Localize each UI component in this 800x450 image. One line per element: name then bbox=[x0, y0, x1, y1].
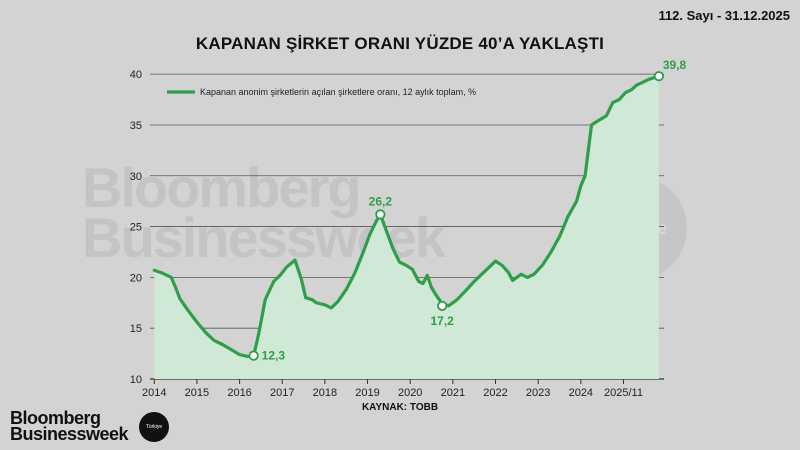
x-tick-label: 2014 bbox=[142, 387, 166, 399]
y-tick-label: 35 bbox=[130, 120, 142, 132]
y-tick-label: 15 bbox=[130, 323, 142, 335]
y-tick-label: 40 bbox=[130, 69, 142, 81]
x-tick-label: 2016 bbox=[227, 387, 251, 399]
x-tick-label: 2025/11 bbox=[604, 387, 643, 399]
y-tick-label: 30 bbox=[130, 171, 142, 183]
x-tick-label: 2018 bbox=[313, 387, 337, 399]
y-tick-label: 10 bbox=[130, 374, 142, 386]
source-note: KAYNAK: TOBB bbox=[361, 402, 439, 413]
x-tick-label: 2023 bbox=[526, 387, 550, 399]
callout-label: 39,8 bbox=[663, 58, 687, 72]
callout-marker bbox=[653, 71, 664, 82]
brand-logo: Bloomberg Businessweek bbox=[10, 408, 129, 444]
x-tick-label: 2017 bbox=[270, 387, 294, 399]
y-tick-label: 25 bbox=[130, 222, 142, 234]
x-tick-label: 2024 bbox=[569, 387, 593, 399]
x-tick-label: 2019 bbox=[355, 387, 379, 399]
x-tick-label: 2022 bbox=[483, 387, 507, 399]
callout-marker bbox=[437, 300, 448, 311]
callout-label: 12,3 bbox=[262, 349, 286, 363]
area-fill bbox=[154, 76, 659, 379]
chart-title: KAPANAN ŞİRKET ORANI YÜZDE 40’A YAKLAŞTI bbox=[195, 34, 605, 53]
legend-label: Kapanan anonim şirketlerin açılan şirket… bbox=[200, 87, 476, 97]
x-tick-label: 2015 bbox=[185, 387, 209, 399]
watermark-line-1: Bloomberg bbox=[82, 156, 362, 219]
logo-line-1: Bloomberg bbox=[10, 408, 101, 428]
x-tick-label: 2020 bbox=[398, 387, 422, 399]
callouts: 12,3 26,2 17,2 39,8 bbox=[248, 58, 687, 363]
issue-label: 112. Sayı - 31.12.2025 bbox=[658, 8, 790, 23]
callout-marker bbox=[375, 209, 386, 220]
callout-label: 17,2 bbox=[431, 314, 455, 328]
x-tick-label: 2021 bbox=[441, 387, 465, 399]
x-axis: 2014 2015 2016 2017 2018 2019 2020 2021 2022 2023… bbox=[142, 379, 643, 399]
y-axis: 10 15 20 25 30 35 40 bbox=[130, 69, 142, 386]
y-tick-label: 20 bbox=[130, 272, 142, 284]
callout-marker bbox=[248, 350, 259, 361]
logo-badge: Türkiye bbox=[139, 412, 169, 442]
callout-label: 26,2 bbox=[369, 194, 393, 208]
logo-line-2: Businessweek bbox=[10, 424, 129, 444]
legend: Kapanan anonim şirketlerin açılan şirket… bbox=[167, 87, 476, 97]
